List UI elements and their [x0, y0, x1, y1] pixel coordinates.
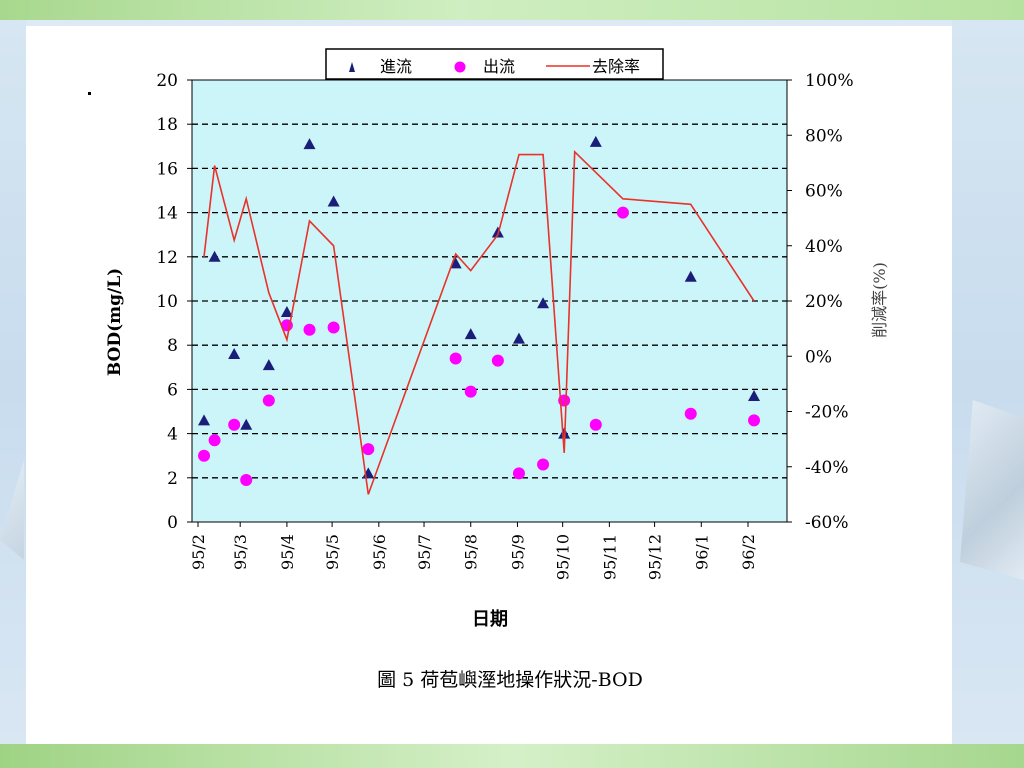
- x-tick-label: 95/10: [554, 534, 573, 580]
- legend-inflow-marker: [349, 62, 355, 72]
- inflow-point: [684, 270, 697, 282]
- bottom-decor-band: [0, 744, 1024, 768]
- inflow-point: [748, 390, 761, 402]
- x-tick-label: 96/2: [739, 534, 758, 570]
- right-axis-ticks: -60% -40% -20% 0% 20% 40% 60% 80% 100%: [787, 71, 854, 533]
- right-tick-label: 0%: [805, 347, 832, 367]
- legend-inflow-label: 進流: [380, 57, 412, 76]
- inflow-point: [262, 359, 275, 371]
- outflow-point: [537, 458, 550, 471]
- x-tick-label: 95/9: [508, 534, 527, 570]
- removal-rate-line: [203, 149, 755, 495]
- x-tick-label: 96/1: [692, 534, 711, 570]
- right-tick-label: -40%: [805, 458, 849, 478]
- outflow-point: [362, 443, 375, 456]
- inflow-point: [449, 257, 462, 269]
- inflow-point: [327, 195, 340, 207]
- outflow-point: [262, 394, 275, 407]
- inflow-point: [303, 138, 316, 150]
- inflow-point: [208, 250, 221, 262]
- x-tick-label: 95/7: [415, 534, 434, 570]
- outflow-point: [589, 418, 602, 431]
- left-tick-label: 2: [167, 469, 178, 489]
- right-tick-label: 40%: [805, 237, 843, 257]
- left-tick-label: 14: [156, 204, 178, 224]
- x-tick-label: 95/12: [646, 534, 665, 580]
- inflow-point: [280, 306, 293, 318]
- inflow-point: [512, 332, 525, 344]
- outflow-point: [198, 449, 211, 462]
- stray-dot: [88, 92, 91, 95]
- inflow-point: [537, 297, 550, 309]
- outflow-point: [512, 467, 525, 480]
- left-tick-label: 16: [156, 159, 178, 179]
- left-tick-label: 4: [167, 425, 178, 445]
- right-tick-label: 100%: [805, 71, 854, 91]
- y-axis-right-label: 削減率(%): [870, 262, 889, 338]
- left-tick-label: 8: [167, 336, 178, 356]
- left-tick-label: 10: [156, 292, 178, 312]
- series-line: [203, 149, 755, 495]
- legend-outflow-label: 出流: [483, 57, 515, 76]
- top-decor-band: [0, 0, 1024, 20]
- left-tick-label: 12: [156, 248, 178, 268]
- left-tick-label: 20: [156, 71, 178, 91]
- outflow-point: [748, 414, 761, 427]
- x-tick-label: 95/6: [370, 534, 389, 570]
- x-tick-label: 95/4: [278, 534, 297, 570]
- outflow-point: [464, 385, 477, 398]
- iceberg-decoration: [960, 400, 1024, 580]
- gridlines: [192, 123, 787, 479]
- inflow-point: [198, 414, 211, 426]
- outflow-point: [449, 352, 462, 365]
- legend: 進流 出流 去除率: [325, 48, 664, 80]
- x-axis-label: 日期: [472, 609, 508, 630]
- x-tick-label: 95/3: [231, 534, 250, 570]
- right-tick-label: 80%: [805, 126, 843, 146]
- legend-outflow-marker: [454, 61, 466, 73]
- x-tick-label: 95/11: [600, 534, 619, 580]
- left-tick-label: 18: [156, 115, 178, 135]
- right-tick-label: 20%: [805, 292, 843, 312]
- outflow-point: [616, 206, 629, 219]
- legend-removal-label: 去除率: [592, 57, 640, 76]
- slide-background-left: [0, 20, 26, 744]
- inflow-point: [228, 348, 241, 360]
- x-axis-ticks: 95/2 95/3 95/4 95/5 95/6 95/7 95/8 95/9 95/10 95/…: [189, 522, 758, 580]
- right-tick-label: -60%: [805, 513, 849, 533]
- outflow-point: [327, 321, 340, 334]
- left-axis-ticks: 0 2 4 6 8 10 12 14 16 18 20: [156, 71, 192, 533]
- x-tick-label: 95/8: [462, 534, 481, 570]
- inflow-point: [589, 135, 602, 147]
- x-tick-label: 95/5: [323, 534, 342, 570]
- outflow-point: [491, 354, 504, 367]
- outflow-point: [240, 474, 253, 487]
- right-tick-label: -20%: [805, 403, 849, 423]
- right-tick-label: 60%: [805, 182, 843, 202]
- series-layer: [198, 135, 761, 495]
- figure-caption: 圖 5 荷苞嶼溼地操作狀況-BOD: [377, 669, 643, 691]
- outflow-point: [208, 434, 221, 447]
- outflow-point: [303, 323, 316, 336]
- outflow-point: [684, 407, 697, 420]
- inflow-point: [240, 418, 253, 430]
- outflow-point: [228, 418, 241, 431]
- inflow-point: [464, 328, 477, 340]
- left-tick-label: 6: [167, 380, 178, 400]
- x-tick-label: 95/2: [189, 534, 208, 570]
- slide-background-right: [952, 20, 1024, 744]
- left-tick-label: 0: [167, 513, 178, 533]
- y-axis-left-label: BOD(mg/L): [105, 268, 125, 376]
